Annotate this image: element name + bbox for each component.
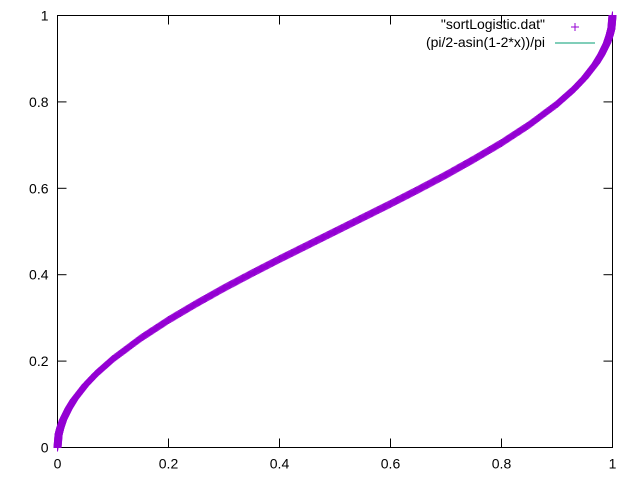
ticks-layer: 0 0.2 0.4 0.6 0.8 1 0 0.2 0.4 0.6 0.8 1	[29, 8, 617, 472]
y-tick-label: 1	[41, 8, 49, 24]
series-points	[53, 11, 617, 452]
series-layer	[53, 11, 617, 452]
x-tick-label: 0.6	[381, 456, 401, 472]
legend-label: "sortLogistic.dat"	[441, 16, 545, 32]
plot-frame	[57, 15, 613, 448]
x-tick-label: 0.8	[492, 456, 512, 472]
legend-label: (pi/2-asin(1-2*x))/pi	[426, 34, 545, 50]
x-tick-label: 0	[54, 456, 62, 472]
x-tick-label: 1	[609, 456, 617, 472]
y-tick-label: 0.4	[29, 267, 49, 283]
data-point	[608, 11, 617, 20]
x-tick-label: 0.4	[270, 456, 290, 472]
y-tick-label: 0.8	[29, 94, 49, 110]
legend: "sortLogistic.dat" (pi/2-asin(1-2*x))/pi	[426, 16, 595, 50]
y-tick-label: 0	[41, 440, 49, 456]
legend-marker-plus	[571, 23, 579, 31]
x-tick-label: 0.2	[159, 456, 179, 472]
y-tick-label: 0.6	[29, 180, 49, 196]
y-tick-label: 0.2	[29, 353, 49, 369]
